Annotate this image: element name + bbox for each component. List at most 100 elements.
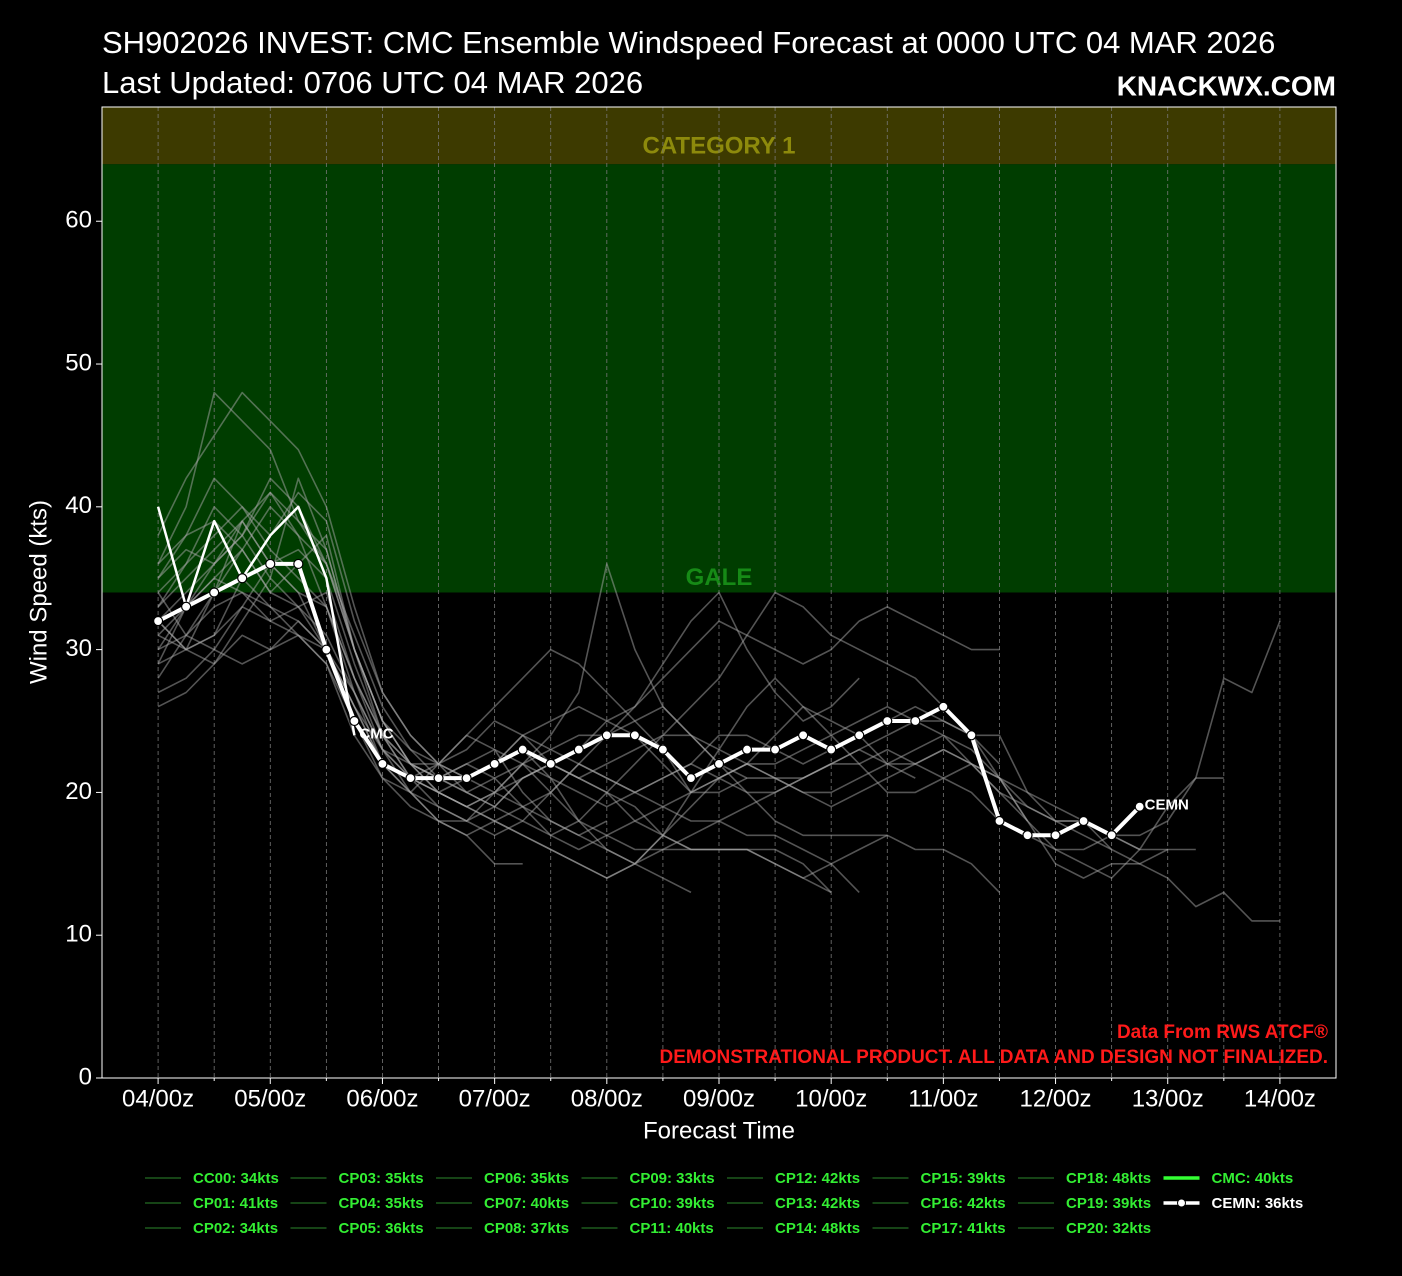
series-lines xyxy=(152,391,1281,922)
ensemble-line xyxy=(157,491,832,894)
credit: Data From RWS ATCF® xyxy=(1117,1022,1328,1043)
legend-label: CP13: 42kts xyxy=(775,1195,860,1212)
x-axis-label: Forecast Time xyxy=(643,1117,795,1144)
marker xyxy=(966,730,977,741)
x-tick-label: 12/00z xyxy=(1020,1085,1092,1112)
legend-label: CP07: 40kts xyxy=(484,1195,569,1212)
y-tick-label: 20 xyxy=(65,778,92,805)
marker xyxy=(910,715,921,727)
marker xyxy=(938,701,949,712)
y-tick-label: 50 xyxy=(65,349,92,376)
marker xyxy=(994,815,1005,827)
marker xyxy=(657,744,669,755)
x-tick-label: 13/00z xyxy=(1132,1085,1204,1112)
marker xyxy=(854,730,865,741)
legend-label: CP09: 33kts xyxy=(630,1170,715,1187)
legend-label: CMC: 40kts xyxy=(1212,1170,1294,1187)
marker xyxy=(601,730,612,741)
chart-title: SH902026 INVEST: CMC Ensemble Windspeed … xyxy=(102,25,1275,60)
legend-label: CP20: 32kts xyxy=(1066,1220,1151,1237)
chart-subtitle: Last Updated: 0706 UTC 04 MAR 2026 xyxy=(102,65,643,100)
legend-label: CP17: 41kts xyxy=(921,1220,1006,1237)
marker xyxy=(545,758,556,769)
x-tick-label: 14/00z xyxy=(1244,1085,1316,1112)
marker xyxy=(489,758,500,769)
legend-label: CP16: 42kts xyxy=(921,1195,1006,1212)
x-tick-label: 10/00z xyxy=(795,1085,867,1112)
marker xyxy=(181,601,192,612)
marker xyxy=(1022,830,1033,841)
ensemble-line xyxy=(157,520,1168,851)
legend-label: CP19: 39kts xyxy=(1066,1195,1151,1212)
marker xyxy=(433,773,444,784)
marker xyxy=(629,730,640,741)
legend-label: CP03: 35kts xyxy=(339,1170,424,1187)
legend-label: CP11: 40kts xyxy=(630,1220,714,1237)
marker xyxy=(265,558,276,570)
x-tick-label: 06/00z xyxy=(346,1085,418,1112)
marker xyxy=(713,758,725,769)
marker xyxy=(769,744,781,755)
marker xyxy=(826,744,837,755)
y-tick-label: 10 xyxy=(65,921,92,948)
marker xyxy=(293,558,304,570)
disclaimer: DEMONSTRATIONAL PRODUCT. ALL DATA AND DE… xyxy=(660,1047,1329,1068)
legend-swatch-marker xyxy=(1177,1198,1186,1208)
x-tick-label: 09/00z xyxy=(683,1085,755,1112)
series-line xyxy=(156,505,356,736)
marker xyxy=(685,773,697,784)
marker xyxy=(1134,801,1145,812)
x-tick-label: 05/00z xyxy=(234,1085,306,1112)
x-tick-label: 04/00z xyxy=(122,1085,194,1112)
legend-label: CP14: 48kts xyxy=(775,1220,860,1237)
y-tick-label: 30 xyxy=(65,635,92,662)
ensemble-line xyxy=(157,391,692,894)
legend-label: CP10: 39kts xyxy=(630,1195,715,1212)
legend-label: CP15: 39kts xyxy=(921,1170,1006,1187)
plot-frame xyxy=(101,106,1337,1079)
marker xyxy=(573,744,584,755)
legend-label: CP02: 34kts xyxy=(193,1220,278,1237)
end-label: CEMN xyxy=(1145,797,1189,814)
legend-label: CEMN: 36kts xyxy=(1212,1195,1304,1212)
end-label: CMC xyxy=(359,725,393,742)
x-tick-label: 11/00z xyxy=(908,1085,978,1112)
x-tick-label: 08/00z xyxy=(571,1085,643,1112)
legend-label: CP01: 41kts xyxy=(193,1195,278,1212)
legend-label: CP04: 35kts xyxy=(339,1195,424,1212)
marker xyxy=(461,773,472,784)
y-tick-label: 0 xyxy=(79,1063,92,1090)
legend: CC00: 34kts CP01: 41kts CP02: 34kts CP03: 3… xyxy=(145,1170,1303,1237)
legend-label: CP05: 36kts xyxy=(339,1220,424,1237)
marker xyxy=(1078,815,1089,827)
marker xyxy=(377,758,388,769)
ensemble-line xyxy=(157,506,1001,893)
y-tick-label: 40 xyxy=(65,492,92,519)
y-tick-label: 60 xyxy=(65,207,92,234)
marker xyxy=(321,644,332,655)
legend-label: CP08: 37kts xyxy=(484,1220,569,1237)
marker xyxy=(1050,830,1061,841)
x-tick-label: 07/00z xyxy=(459,1085,531,1112)
ensemble-line xyxy=(157,477,1224,837)
marker xyxy=(152,615,164,627)
marker xyxy=(1106,830,1117,841)
marker xyxy=(237,573,248,584)
ensemble-line xyxy=(157,506,1029,865)
marker xyxy=(349,715,360,727)
legend-label: CP06: 35kts xyxy=(484,1170,569,1187)
brand: KNACKWX.COM xyxy=(1117,70,1336,101)
legend-label: CP12: 42kts xyxy=(775,1170,860,1187)
marker xyxy=(209,587,220,598)
legend-label: CC00: 34kts xyxy=(193,1170,279,1187)
ensemble-line xyxy=(157,577,748,794)
marker xyxy=(882,715,893,727)
series-line xyxy=(157,561,1142,838)
marker xyxy=(741,744,753,755)
y-axis-label: Wind Speed (kts) xyxy=(25,500,52,684)
marker xyxy=(798,730,809,741)
marker xyxy=(517,744,528,755)
marker xyxy=(405,773,416,784)
legend-label: CP18: 48kts xyxy=(1066,1170,1151,1187)
